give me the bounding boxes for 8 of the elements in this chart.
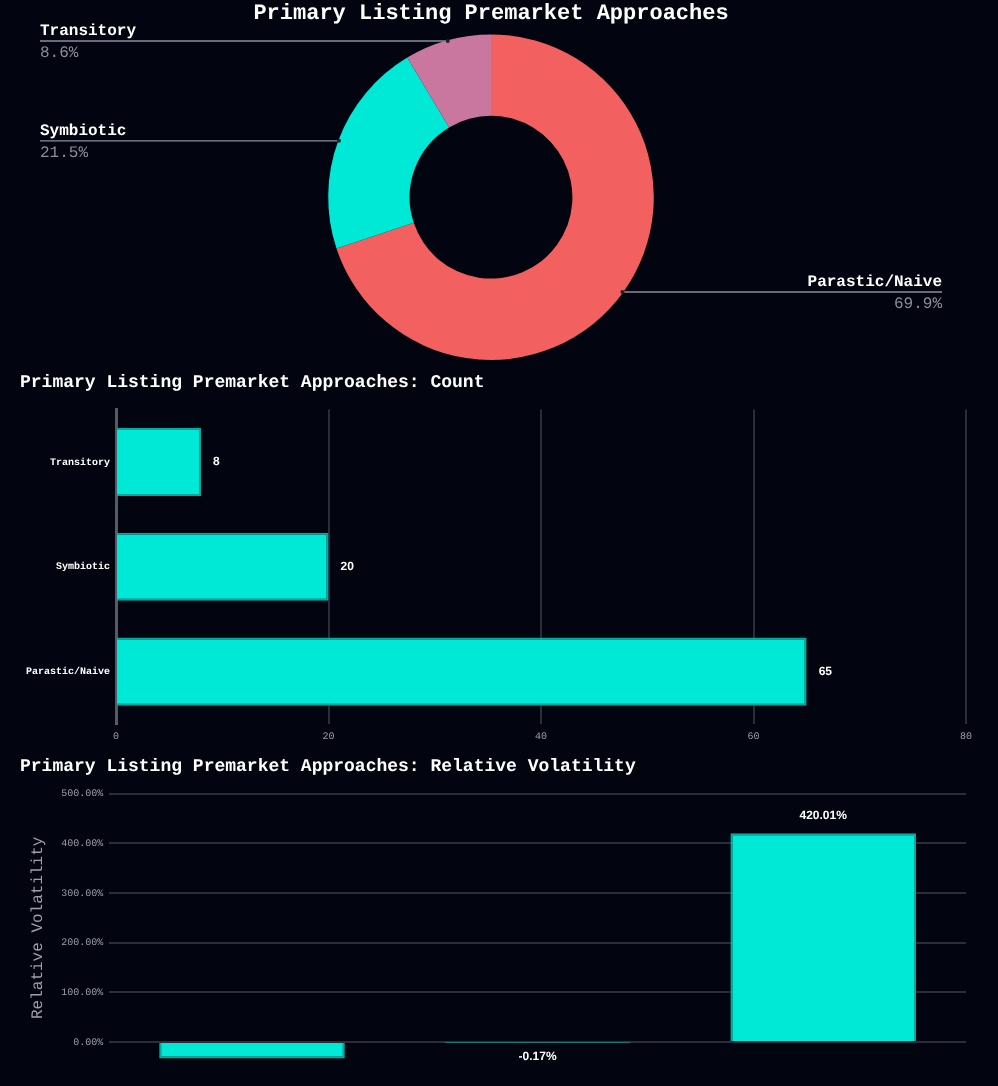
chart-title: Primary Listing Premarket Approaches <box>253 2 729 27</box>
chart-title: Primary Listing Premarket Approaches: Count <box>20 373 485 394</box>
y-axis-title: Relative Volatility <box>29 836 48 1020</box>
data-label: 21.5% <box>40 145 89 164</box>
chart-title: Primary Listing Premarket Approaches: Relative Volatility <box>20 757 637 778</box>
data-label: 69.9% <box>893 296 943 315</box>
data-label: 8.6% <box>40 45 79 64</box>
slice-label: Parastic/Naive <box>807 274 943 293</box>
